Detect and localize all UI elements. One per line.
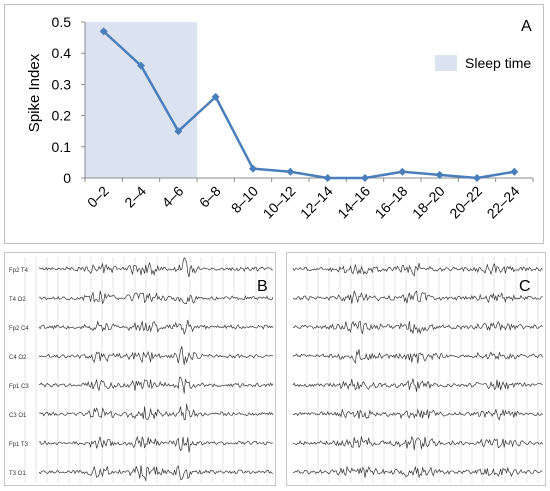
eeg-traces-c: C xyxy=(292,257,543,483)
data-point-14–16 xyxy=(361,174,369,182)
legend-label-sleep-time: Sleep time xyxy=(465,55,531,71)
eeg-channel-label: T4 O2 xyxy=(9,297,26,303)
eeg-channel-label: Fp2 C4 xyxy=(9,326,29,332)
data-point-6–8 xyxy=(211,92,220,101)
eeg-channel-label: Fp2 T4 xyxy=(9,268,29,274)
data-point-18–20 xyxy=(435,170,444,179)
spike-index-chart-panel: 0 0.1 0.2 0.3 0.4 0.5 0–2 2–4 4–6 6–8 8–10 10–12 12… xyxy=(4,4,544,244)
x-tick-label: 14–16 xyxy=(334,183,373,222)
eeg-trace xyxy=(292,290,543,304)
eeg-traces-b: Fp2 T4 T4 O2 Fp2 C4 C4 O2 Fp1 C3 C3 O1 Fp1 T3 T… xyxy=(9,257,274,483)
data-point-2–4 xyxy=(137,61,145,70)
spike-index-series-line xyxy=(102,30,515,180)
eeg-trace xyxy=(292,262,543,277)
y-tick-label: 0.4 xyxy=(52,45,72,61)
data-point-22–24 xyxy=(510,167,519,176)
y-tick-label: 0.1 xyxy=(52,139,72,155)
data-point-0–2 xyxy=(99,27,108,36)
eeg-trace xyxy=(292,435,543,451)
x-tick-label: 6–8 xyxy=(196,183,224,211)
data-point-12–14 xyxy=(323,174,332,182)
eeg-trace xyxy=(292,465,543,478)
eeg-trace xyxy=(38,403,274,421)
y-axis-label: Spike Index xyxy=(26,53,43,132)
x-tick-label: 8–10 xyxy=(228,183,261,216)
spike-index-chart: 0 0.1 0.2 0.3 0.4 0.5 0–2 2–4 4–6 6–8 8–1010–1212… xyxy=(26,14,534,222)
x-tick-label: 4–6 xyxy=(159,183,187,211)
x-tick-label: 20–22 xyxy=(446,183,485,222)
eeg-trace xyxy=(38,376,274,394)
data-point-20–22 xyxy=(473,174,481,182)
data-point-16–18 xyxy=(398,167,407,176)
x-tick-label: 16–18 xyxy=(372,183,411,222)
eeg-channel-label: Fp1 C3 xyxy=(9,384,29,390)
x-tick-label: 22–24 xyxy=(484,183,523,222)
panel-label-a: A xyxy=(521,18,532,35)
eeg-trace xyxy=(38,464,274,481)
data-point-8–10 xyxy=(249,164,257,173)
x-tick-label: 12–14 xyxy=(297,183,336,222)
panel-label-c: C xyxy=(519,278,531,295)
eeg-channel-label: C3 O1 xyxy=(9,413,27,419)
y-tick-label: 0.3 xyxy=(52,76,72,92)
eeg-trace xyxy=(292,349,543,364)
panel-label-b: B xyxy=(257,278,268,295)
legend-swatch-sleep-time xyxy=(435,55,457,71)
eeg-trace xyxy=(292,320,543,335)
eeg-panel-c: C xyxy=(286,252,546,486)
y-tick-label: 0.2 xyxy=(52,108,72,124)
y-tick-label: 0 xyxy=(63,170,71,186)
x-tick-label: 18–20 xyxy=(409,183,448,222)
x-tick-label: 0–2 xyxy=(84,183,112,211)
x-tick-label: 10–12 xyxy=(260,183,299,222)
eeg-trace xyxy=(38,319,274,335)
eeg-trace xyxy=(38,346,274,365)
y-tick-label: 0.5 xyxy=(52,14,72,30)
data-point-10–12 xyxy=(286,167,295,176)
eeg-panel-b: Fp2 T4 T4 O2 Fp2 C4 C4 O2 Fp1 C3 C3 O1 Fp1 T3 T… xyxy=(4,252,276,486)
eeg-trace xyxy=(292,378,543,392)
eeg-channel-label: C4 O2 xyxy=(9,355,27,361)
eeg-trace xyxy=(38,435,274,453)
eeg-trace xyxy=(292,408,543,421)
sleep-time-shading xyxy=(85,22,197,178)
eeg-channel-label: Fp1 T3 xyxy=(9,442,29,448)
x-tick-label: 2–4 xyxy=(121,183,149,211)
data-point-4–6 xyxy=(174,127,183,136)
eeg-trace xyxy=(38,257,274,278)
eeg-trace xyxy=(38,290,274,305)
eeg-channel-label: T3 O1 xyxy=(9,471,26,477)
